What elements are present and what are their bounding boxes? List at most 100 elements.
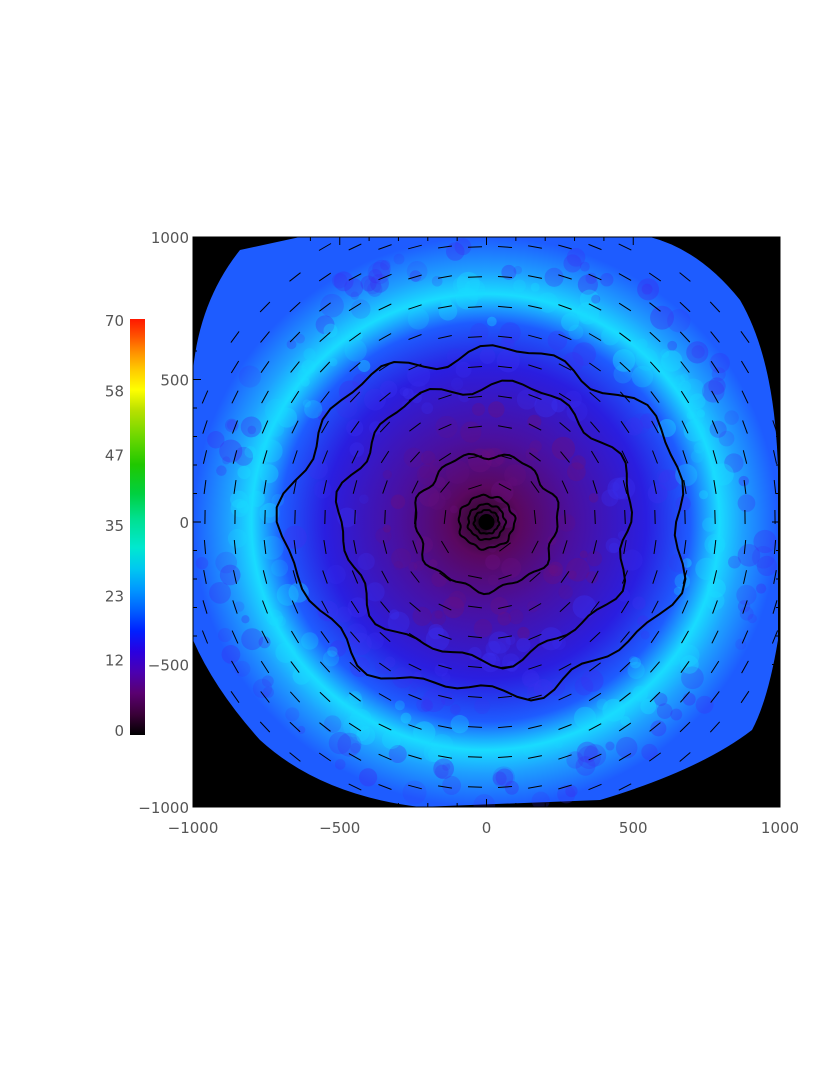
mottle-blob xyxy=(434,663,449,677)
polarization-vector xyxy=(438,364,452,370)
mottle-blob xyxy=(490,596,509,615)
polarization-vector xyxy=(290,630,300,644)
mottle-blob xyxy=(577,745,601,770)
mottle-blob xyxy=(442,596,465,619)
mottle-blob xyxy=(574,676,594,696)
mottle-blob xyxy=(354,331,363,341)
polarization-vector xyxy=(438,394,452,400)
polarization-vector xyxy=(594,509,596,525)
mottle-blob xyxy=(236,500,250,514)
polarization-vector xyxy=(408,784,422,790)
polarization-vector xyxy=(382,480,388,494)
polarization-vector xyxy=(467,246,483,248)
polarization-vector xyxy=(351,570,359,584)
polarization-vector xyxy=(528,364,542,370)
mottle-blob xyxy=(608,542,620,554)
mottle-blob xyxy=(297,725,306,734)
polarization-vector xyxy=(350,631,360,643)
polarization-vector xyxy=(468,425,482,429)
polarization-vector xyxy=(710,331,720,343)
polarization-vector xyxy=(259,721,271,733)
polarization-vector xyxy=(624,509,626,525)
mottle-blob xyxy=(402,388,414,400)
intensity-mottle xyxy=(195,238,778,807)
polarization-vector xyxy=(319,722,331,732)
polarization-vector xyxy=(321,420,329,434)
mottle-blob xyxy=(458,389,471,403)
polarization-vector xyxy=(409,422,421,432)
mottle-blob xyxy=(639,413,656,429)
mottle-blob xyxy=(680,373,689,382)
mottle-blob xyxy=(430,609,446,626)
mottle-blob xyxy=(485,640,501,656)
mottle-blob xyxy=(215,551,238,574)
polarization-vector xyxy=(320,391,330,403)
mottle-blob xyxy=(507,476,518,487)
mottle-blob xyxy=(438,301,458,321)
polarization-vector xyxy=(260,331,270,343)
mottle-blob xyxy=(660,349,670,358)
polarization-vector xyxy=(319,302,331,312)
polarization-vector xyxy=(681,420,689,434)
mottle-blob xyxy=(566,248,586,267)
mottle-blob xyxy=(349,442,365,457)
colorbar-labels: 0 12 23 35 47 58 70 xyxy=(105,312,124,740)
mottle-blob xyxy=(667,340,678,351)
mottle-blob xyxy=(363,388,386,411)
mottle-blob xyxy=(389,609,400,620)
polarization-vector xyxy=(438,245,452,249)
mottle-blob xyxy=(334,759,346,770)
mottle-blob xyxy=(425,627,450,652)
mottle-blob xyxy=(567,570,577,580)
polarization-vector xyxy=(618,302,632,312)
polarization-vector xyxy=(292,450,298,464)
mottle-blob xyxy=(248,490,265,507)
mottle-blob xyxy=(365,582,385,602)
polarization-vector xyxy=(289,691,301,703)
mottle-blob xyxy=(350,291,359,300)
mottle-blob xyxy=(579,550,588,559)
polarization-vector xyxy=(408,363,422,371)
mottle-blob xyxy=(240,416,262,438)
mottle-blob xyxy=(660,350,683,372)
mottle-blob xyxy=(359,494,369,504)
mottle-blob xyxy=(521,669,540,688)
contour-line xyxy=(457,493,517,551)
mottle-blob xyxy=(605,741,615,751)
mottle-blob xyxy=(572,595,597,619)
polarization-vector xyxy=(320,631,330,643)
polarization-vector xyxy=(349,692,361,702)
polarization-vector xyxy=(467,665,483,669)
mottle-blob xyxy=(572,342,596,366)
polarization-vector xyxy=(679,752,691,762)
x-tick-label: 0 xyxy=(482,819,492,837)
polarization-vector xyxy=(773,450,777,464)
mottle-blob xyxy=(304,400,323,419)
polarization-vector xyxy=(202,420,208,434)
mottle-blob xyxy=(566,400,588,422)
polarization-vector xyxy=(618,722,632,732)
polarization-vector xyxy=(679,272,691,282)
x-tick-label: −1000 xyxy=(168,819,219,837)
polarization-vector xyxy=(409,451,421,463)
mottle-blob xyxy=(488,401,505,418)
mottle-blob xyxy=(488,544,497,553)
polarization-vector xyxy=(379,421,391,433)
polarization-vector xyxy=(558,693,572,701)
mottle-blob xyxy=(632,685,649,702)
polarization-vector xyxy=(531,540,539,554)
mottle-blob xyxy=(440,296,452,308)
polarization-vector xyxy=(619,692,631,702)
mottle-blob xyxy=(496,349,520,373)
mottle-blob xyxy=(501,264,517,280)
polarization-vector xyxy=(203,539,207,555)
polarization-vector xyxy=(348,302,362,312)
polarization-vector xyxy=(318,272,332,282)
mottle-blob xyxy=(218,628,233,643)
polarization-vector xyxy=(530,481,540,493)
polarization-vector xyxy=(652,450,658,464)
mottle-blob xyxy=(437,751,452,765)
polarization-vector xyxy=(650,630,660,644)
polarization-vector xyxy=(262,450,268,464)
polarization-vector xyxy=(771,390,779,404)
